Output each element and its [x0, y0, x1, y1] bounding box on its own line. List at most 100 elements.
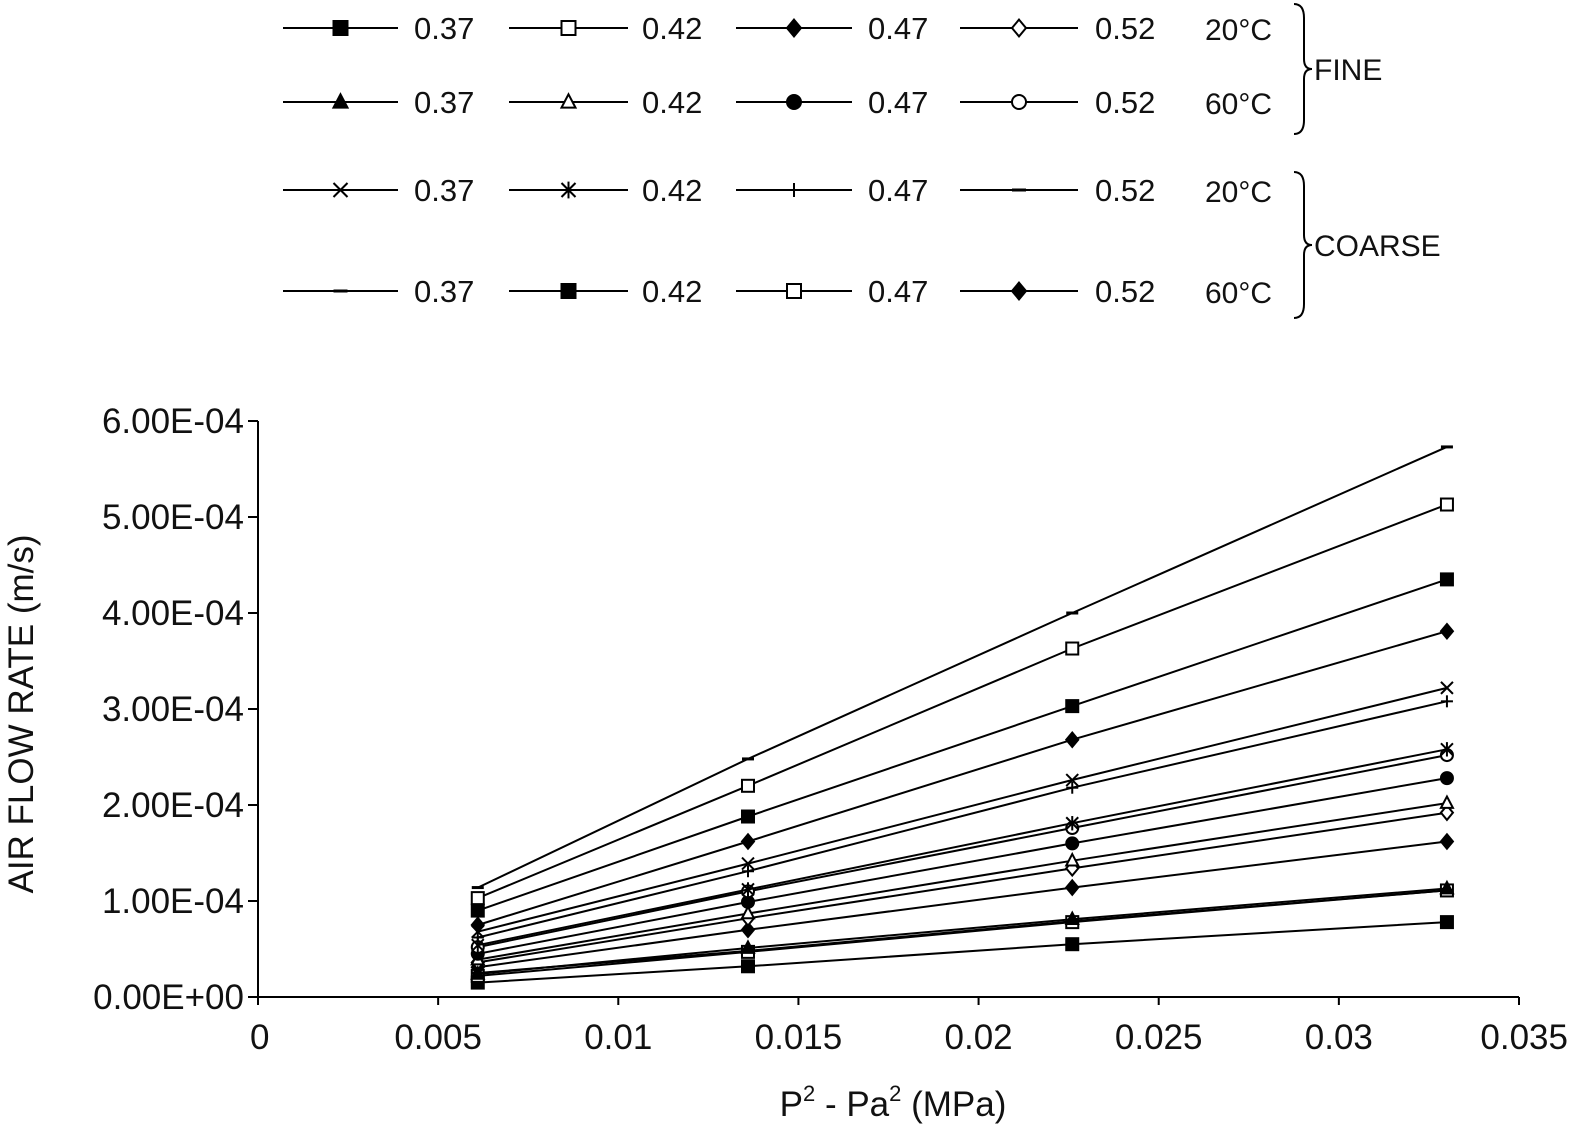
legend-item: 0.42 — [509, 274, 702, 309]
legend-item: 0.37 — [283, 274, 474, 309]
x-tick-label: 0.025 — [1115, 1018, 1203, 1057]
x-tick-label: 0.03 — [1305, 1018, 1373, 1057]
series-line — [477, 889, 1447, 974]
series-16 — [470, 622, 1455, 934]
legend-item: 0.47 — [736, 85, 928, 120]
data-point — [1065, 816, 1079, 831]
data-point — [1440, 681, 1454, 695]
data-point — [741, 856, 755, 871]
legend-row: 0.37 0.42 0.47 0.52 20°C — [283, 173, 1272, 209]
legend-item: 0.52 — [960, 173, 1155, 208]
legend-row: 0.37 0.42 0.47 0.52 20°C — [283, 11, 1272, 47]
legend-label: 0.47 — [868, 11, 928, 46]
y-tick-label: 2.00E-04 — [102, 786, 244, 825]
legend-marker — [560, 283, 577, 299]
data-point — [1064, 730, 1080, 749]
x-title-sup-2: 2 — [889, 1081, 901, 1106]
legend-label: 0.42 — [642, 85, 702, 120]
legend-marker — [332, 182, 349, 198]
series-14 — [470, 572, 1454, 918]
y-tick-label: 4.00E-04 — [102, 594, 244, 633]
legend-marker — [787, 183, 801, 197]
legend-marker — [560, 181, 577, 199]
legend-marker — [559, 92, 578, 109]
legend-label: 0.47 — [868, 85, 928, 120]
data-point — [1066, 781, 1079, 794]
ticks-layer: 0.00E+00 1.00E-04 2.00E-04 3.00E-04 4.00E-04… — [93, 402, 1568, 1057]
data-point — [740, 921, 756, 939]
data-point — [740, 809, 755, 824]
x-tick-label: 0.015 — [755, 1018, 843, 1057]
legend-marker — [785, 18, 803, 38]
data-point — [1439, 794, 1455, 809]
legend-marker — [1010, 281, 1028, 301]
data-point — [1439, 572, 1454, 587]
series-15 — [470, 497, 1454, 906]
data-point — [740, 832, 756, 851]
series-line — [477, 630, 1448, 926]
series-3 — [470, 832, 1455, 977]
legend-temperature: 20°C — [1205, 176, 1272, 209]
series-line — [477, 921, 1447, 984]
legend-marker — [1011, 94, 1027, 110]
legend-label: 0.47 — [868, 173, 928, 208]
legend-item: 0.37 — [283, 11, 474, 46]
legend-group-label: FINE — [1314, 54, 1382, 87]
legend-marker — [332, 20, 349, 36]
legend-label: 0.37 — [414, 85, 474, 120]
y-tick-label: 6.00E-04 — [102, 402, 244, 441]
x-title-part-3: (MPa) — [901, 1085, 1006, 1124]
series-line — [477, 840, 1448, 969]
series-11 — [471, 695, 1453, 944]
y-tick-label: 3.00E-04 — [102, 690, 244, 729]
x-tick-label: 0.02 — [945, 1018, 1013, 1057]
series-10 — [471, 742, 1454, 953]
legend: 0.37 0.42 0.47 0.52 20°C 0.37 0.42 0.47 0.52 60°C… — [283, 3, 1441, 319]
series-7 — [470, 771, 1454, 961]
legend-label: 0.42 — [642, 274, 702, 309]
series-line — [477, 686, 1448, 933]
data-point — [1064, 878, 1080, 897]
legend-label: 0.47 — [868, 274, 928, 309]
y-tick-label: 0.00E+00 — [93, 978, 244, 1017]
legend-item: 0.42 — [509, 173, 702, 208]
legend-group-brace: FINE — [1293, 3, 1382, 135]
data-point — [1439, 832, 1455, 851]
brace-path — [1293, 3, 1313, 135]
data-point — [1064, 851, 1080, 867]
legend-marker — [560, 20, 577, 36]
data-point — [740, 778, 755, 793]
legend-item: 0.42 — [509, 11, 702, 46]
data-point — [470, 891, 485, 906]
brace-path — [1293, 171, 1313, 319]
data-point — [740, 904, 756, 920]
legend-marker — [786, 94, 802, 110]
legend-marker — [331, 92, 350, 109]
legend-item: 0.47 — [736, 11, 928, 46]
series-line — [477, 802, 1448, 961]
series-4 — [470, 803, 1455, 972]
data-point — [1439, 497, 1454, 512]
data-point — [470, 903, 485, 918]
series-2 — [470, 883, 1454, 983]
data-point — [741, 882, 755, 897]
x-tick-label: 0.01 — [584, 1018, 652, 1057]
data-point — [1439, 771, 1454, 786]
legend-marker — [786, 283, 802, 299]
series-line — [477, 503, 1448, 900]
data-point — [1065, 641, 1080, 656]
x-tick-label: 0.005 — [394, 1018, 482, 1057]
series-line — [477, 754, 1448, 949]
legend-label: 0.52 — [1095, 85, 1155, 120]
legend-marker — [1010, 18, 1028, 38]
data-point — [1440, 695, 1453, 708]
data-point — [740, 959, 755, 974]
legend-temperature: 60°C — [1205, 277, 1272, 310]
x-axis-title: P2 - Pa2 (MPa) — [780, 1081, 1007, 1124]
series-8 — [470, 748, 1454, 955]
x-tick-label: 0 — [250, 1018, 269, 1057]
legend-row: 0.37 0.42 0.47 0.52 60°C — [283, 85, 1272, 121]
series-line — [477, 700, 1448, 939]
legend-label: 0.37 — [414, 11, 474, 46]
